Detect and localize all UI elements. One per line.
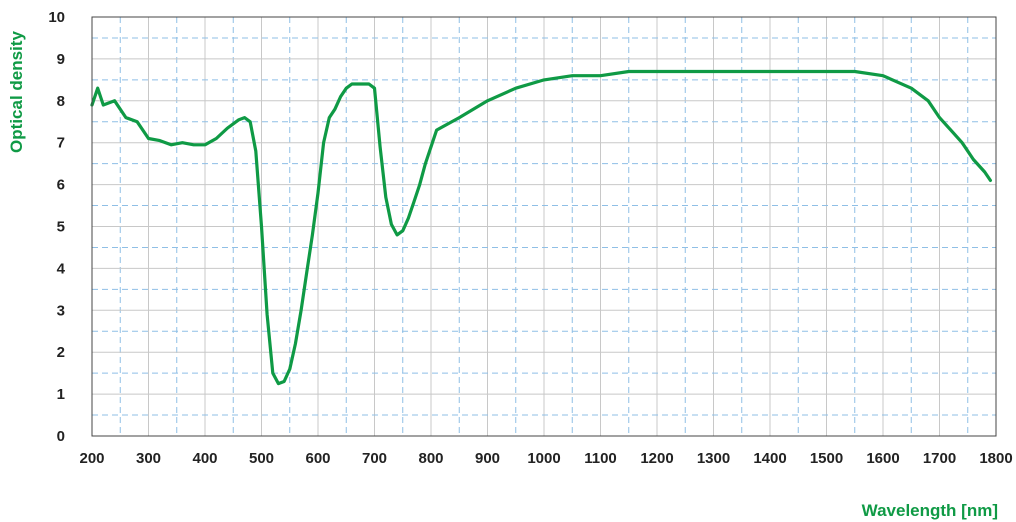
y-tick-label: 0 <box>57 428 65 445</box>
y-axis-label: Optical density <box>7 31 26 153</box>
x-tick-label: 600 <box>305 450 330 467</box>
y-tick-label: 2 <box>57 344 65 361</box>
x-tick-label: 400 <box>192 450 217 467</box>
x-tick-label: 1800 <box>979 450 1012 467</box>
x-tick-label: 1400 <box>753 450 786 467</box>
y-tick-label: 4 <box>57 260 66 277</box>
x-tick-label: 900 <box>475 450 500 467</box>
x-tick-label: 1300 <box>697 450 730 467</box>
x-tick-label: 700 <box>362 450 387 467</box>
x-tick-label: 500 <box>249 450 274 467</box>
x-tick-label: 1600 <box>866 450 899 467</box>
x-tick-label: 1000 <box>527 450 560 467</box>
y-tick-label: 8 <box>57 93 65 110</box>
plot-frame <box>91 16 997 437</box>
y-axis-ticks: 0 1 2 3 4 5 6 7 8 9 10 <box>48 9 65 445</box>
series-layer <box>90 69 992 386</box>
x-tick-label: 1500 <box>810 450 843 467</box>
series-line <box>90 69 992 386</box>
x-axis-ticks: 200 300 400 500 600 700 800 900 1000 1100 1200 1300… <box>79 450 1012 467</box>
x-tick-label: 1700 <box>923 450 956 467</box>
y-tick-label: 3 <box>57 302 65 319</box>
y-tick-label: 5 <box>57 219 65 236</box>
y-tick-label: 10 <box>48 9 65 26</box>
x-tick-label: 1200 <box>640 450 673 467</box>
y-tick-label: 9 <box>57 51 65 68</box>
y-tick-label: 6 <box>57 177 65 194</box>
x-axis-label: Wavelength [nm] <box>862 501 998 520</box>
y-tick-label: 1 <box>57 386 65 403</box>
x-tick-label: 200 <box>79 450 104 467</box>
x-tick-label: 1100 <box>584 450 617 467</box>
x-tick-label: 800 <box>418 450 443 467</box>
y-tick-label: 7 <box>57 135 65 152</box>
x-tick-label: 300 <box>136 450 161 467</box>
